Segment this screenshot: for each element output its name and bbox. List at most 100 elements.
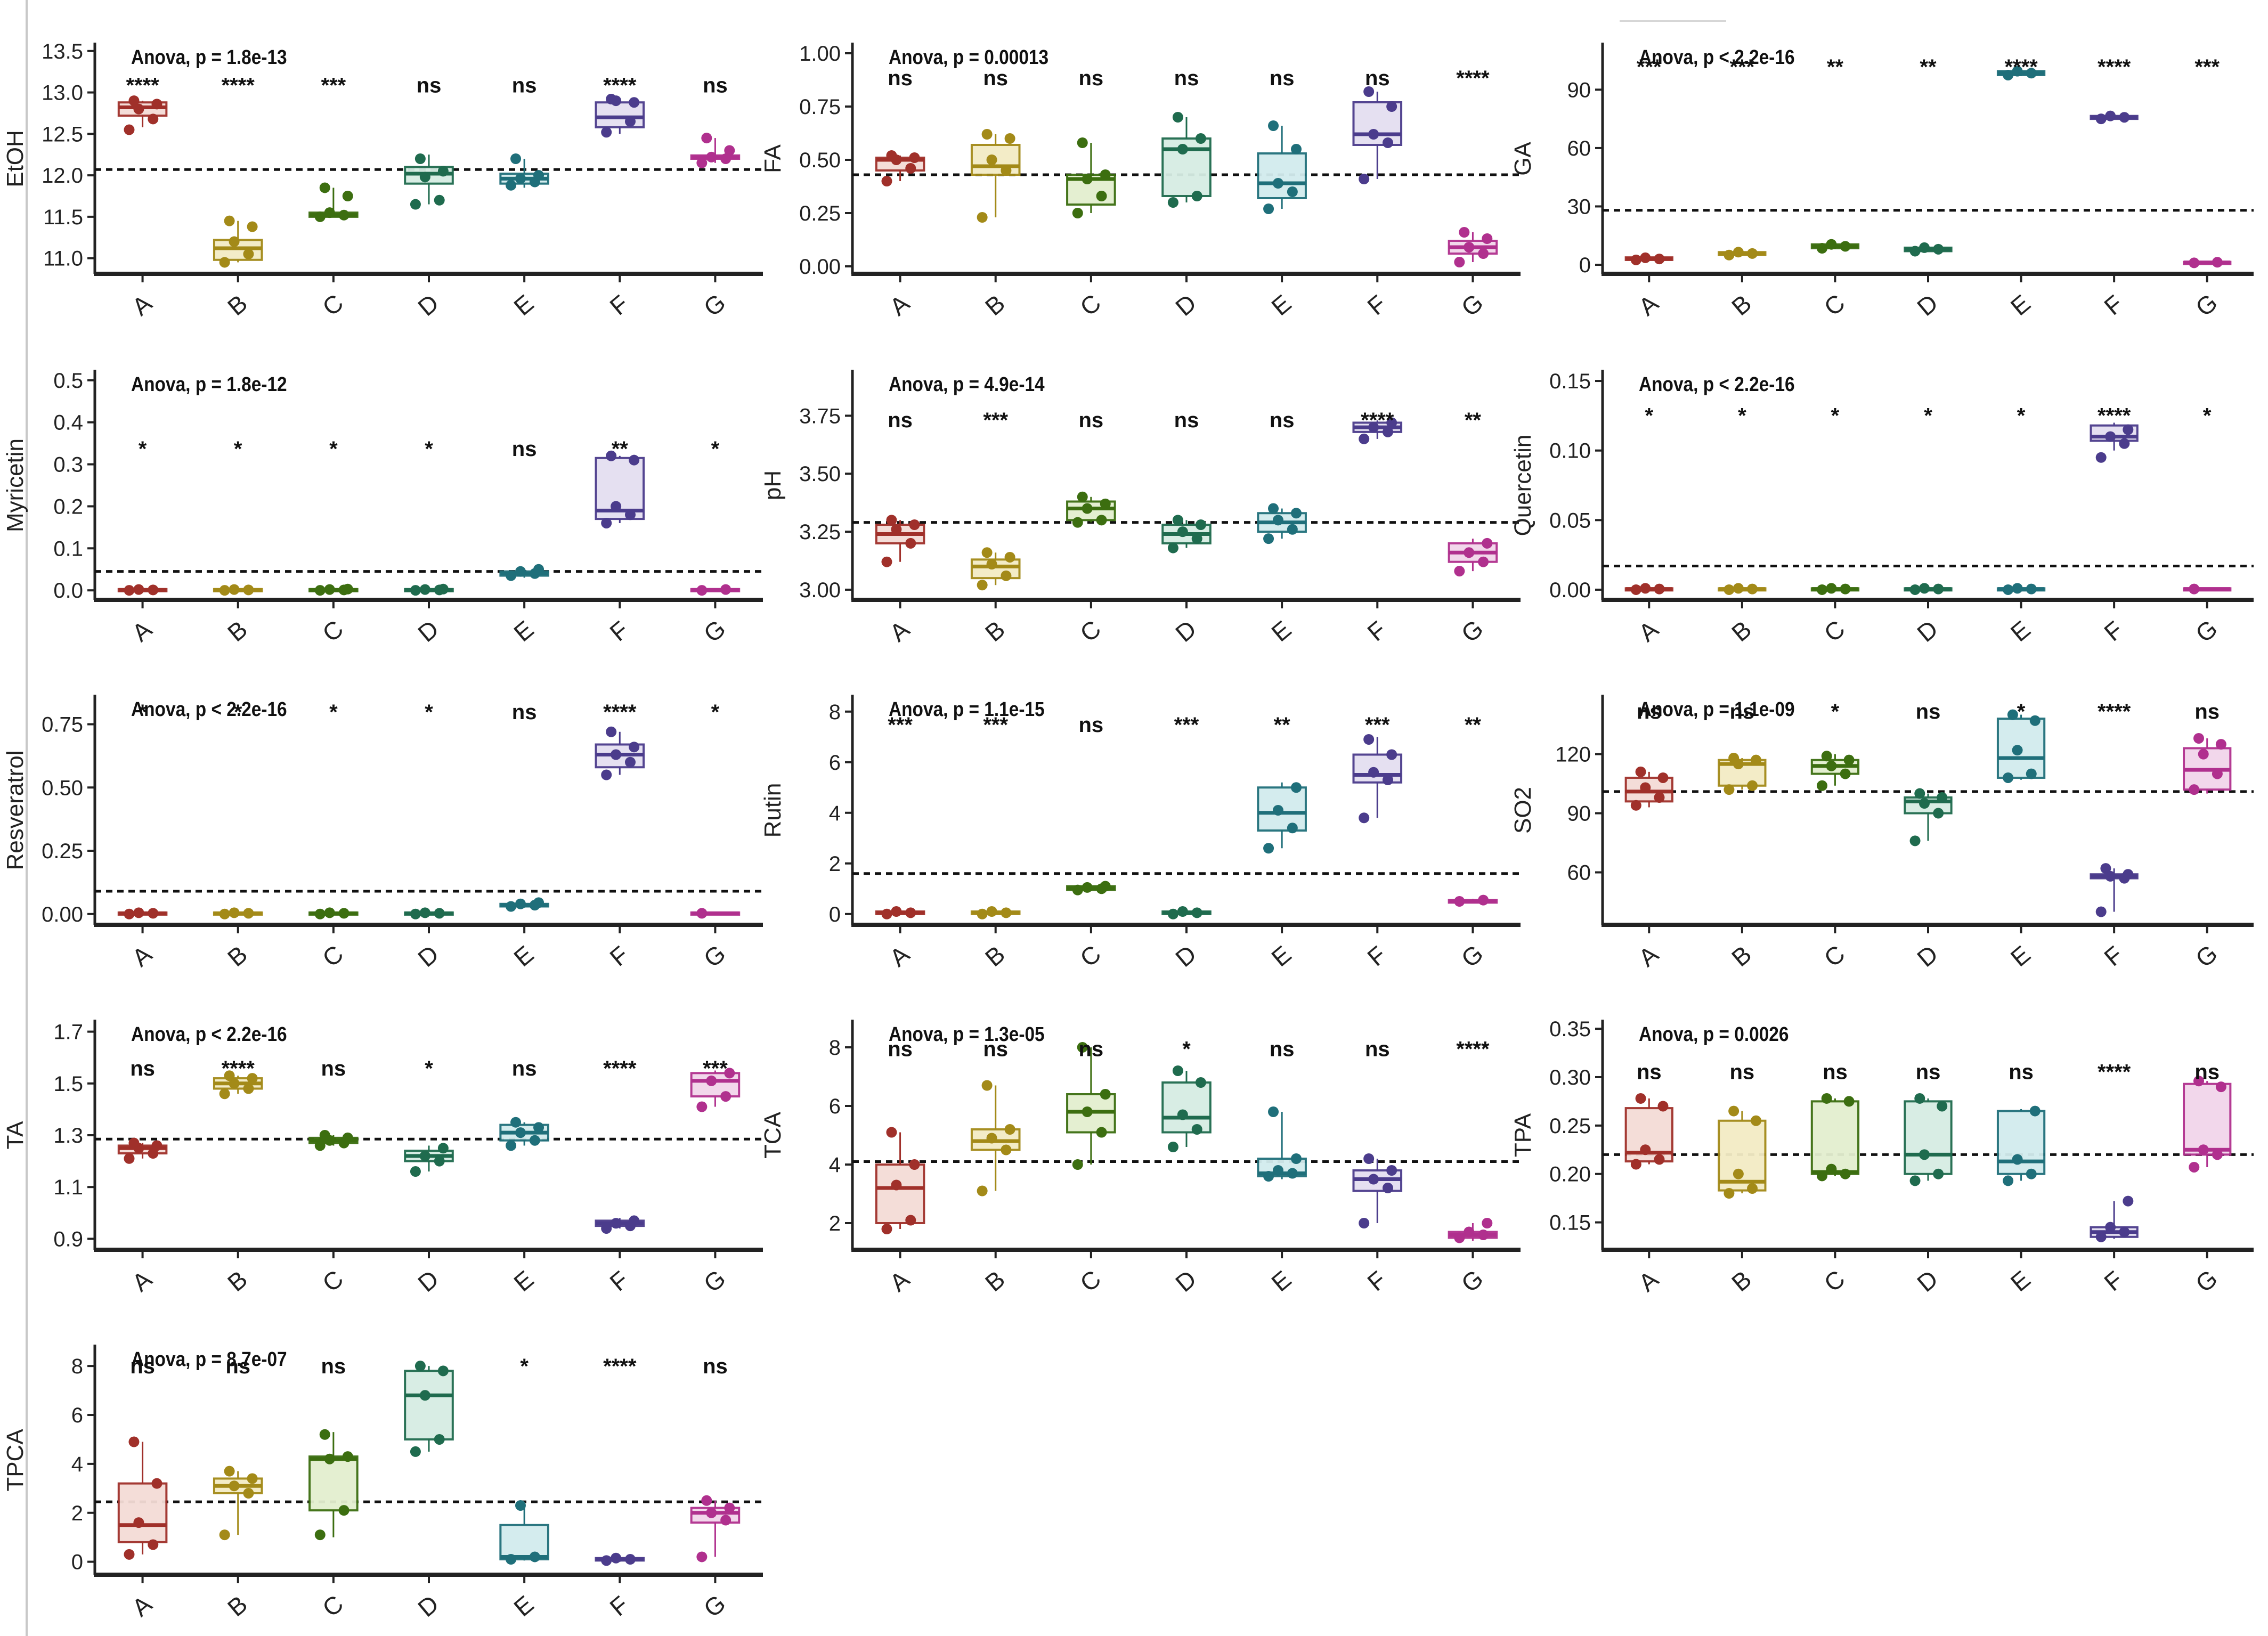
data-point <box>1640 782 1651 793</box>
significance-label: ns <box>1365 67 1390 90</box>
data-point <box>1167 1142 1178 1152</box>
anova-label: Anova, p < 2.2e-16 <box>131 1023 287 1045</box>
data-point <box>247 1473 258 1484</box>
data-point <box>1482 233 1493 244</box>
x-tick-label: D <box>1912 289 1943 321</box>
data-point <box>2215 1081 2226 1093</box>
data-point <box>1454 1232 1465 1243</box>
data-point <box>2026 768 2037 779</box>
data-point <box>1843 1096 1855 1107</box>
data-point <box>720 153 731 164</box>
y-tick-label: 8 <box>829 1036 841 1060</box>
data-point <box>1826 583 1837 594</box>
significance-label: ns <box>888 409 913 432</box>
significance-label: * <box>2017 700 2026 723</box>
data-point <box>1909 246 1921 257</box>
data-point <box>720 584 731 595</box>
y-tick-label: 0.05 <box>1549 509 1591 532</box>
data-point <box>624 509 636 520</box>
data-point <box>533 1122 544 1133</box>
x-tick-label: G <box>2190 614 2223 648</box>
x-tick-label: A <box>884 615 915 647</box>
data-point <box>148 908 159 919</box>
data-point <box>2105 110 2116 121</box>
x-tick-label: E <box>508 615 539 647</box>
significance-label: ns <box>1270 67 1295 90</box>
data-point <box>1072 208 1083 218</box>
anova-label: Anova, p < 2.2e-16 <box>131 698 287 720</box>
data-point <box>419 1150 430 1161</box>
data-point <box>410 585 421 596</box>
data-point <box>1482 538 1493 549</box>
data-point <box>419 172 430 183</box>
significance-label: *** <box>983 713 1008 737</box>
data-point <box>434 908 445 919</box>
data-point <box>1464 242 1475 253</box>
y-axis-title: TCA <box>760 1111 786 1159</box>
y-tick-label: 6 <box>829 1095 841 1118</box>
y-tick-label: 0.75 <box>799 95 841 119</box>
x-tick-label: D <box>412 1590 444 1622</box>
data-point <box>629 742 640 753</box>
significance-label: ns <box>1270 1038 1295 1061</box>
y-tick-label: 0.3 <box>53 453 83 477</box>
data-point <box>314 1140 326 1151</box>
data-point <box>1172 515 1183 526</box>
x-tick-label: A <box>1633 289 1664 321</box>
data-point <box>1840 1168 1851 1179</box>
x-tick-label: C <box>1819 940 1850 972</box>
x-tick-label: E <box>508 1590 539 1622</box>
data-point <box>1263 204 1274 214</box>
data-point <box>1478 248 1489 259</box>
y-tick-label: 0.4 <box>53 411 83 435</box>
x-tick-label: G <box>698 939 731 973</box>
data-point <box>319 182 330 193</box>
x-tick-label: F <box>605 290 634 321</box>
significance-label: **** <box>2098 404 2131 427</box>
y-tick-label: 0.15 <box>1549 370 1591 393</box>
y-tick-label: 8 <box>829 701 841 724</box>
data-point <box>1100 1089 1111 1100</box>
y-tick-label: 0.15 <box>1549 1211 1591 1235</box>
data-point <box>434 1434 445 1445</box>
data-point <box>891 906 902 917</box>
data-point <box>701 133 712 144</box>
significance-label: ns <box>1823 1061 1848 1084</box>
data-point <box>1368 767 1379 778</box>
data-point <box>696 1551 708 1562</box>
data-point <box>1640 583 1651 594</box>
box-a <box>875 1163 925 1224</box>
x-tick-label: A <box>884 289 915 321</box>
data-point <box>506 180 517 191</box>
data-point <box>881 1224 892 1234</box>
data-point <box>1191 907 1202 918</box>
data-point <box>611 501 622 512</box>
data-point <box>1382 137 1393 148</box>
data-point <box>1100 498 1111 509</box>
data-point <box>1454 566 1465 577</box>
data-point <box>986 559 997 570</box>
data-point <box>2095 452 2107 463</box>
data-point <box>1077 491 1088 502</box>
data-point <box>419 907 430 918</box>
data-point <box>606 450 617 461</box>
y-tick-label: 3.25 <box>799 520 841 544</box>
data-point <box>1630 1159 1641 1170</box>
x-tick-label: F <box>2099 1266 2128 1297</box>
y-tick-label: 8 <box>71 1355 83 1378</box>
y-tick-label: 0.30 <box>1549 1066 1591 1089</box>
data-point <box>1195 519 1206 531</box>
data-point <box>2003 584 2014 595</box>
data-point <box>1751 1115 1762 1126</box>
data-point <box>909 152 920 163</box>
y-tick-label: 13.0 <box>42 82 83 105</box>
significance-label: *** <box>1365 713 1390 737</box>
data-point <box>886 515 897 526</box>
y-tick-label: 120 <box>1555 743 1591 767</box>
y-tick-label: 0.0 <box>53 579 83 603</box>
x-tick-label: D <box>1170 615 1201 647</box>
data-point <box>1195 1077 1206 1088</box>
y-tick-label: 6 <box>829 751 841 775</box>
data-point <box>324 207 335 218</box>
x-tick-label: D <box>412 289 444 321</box>
